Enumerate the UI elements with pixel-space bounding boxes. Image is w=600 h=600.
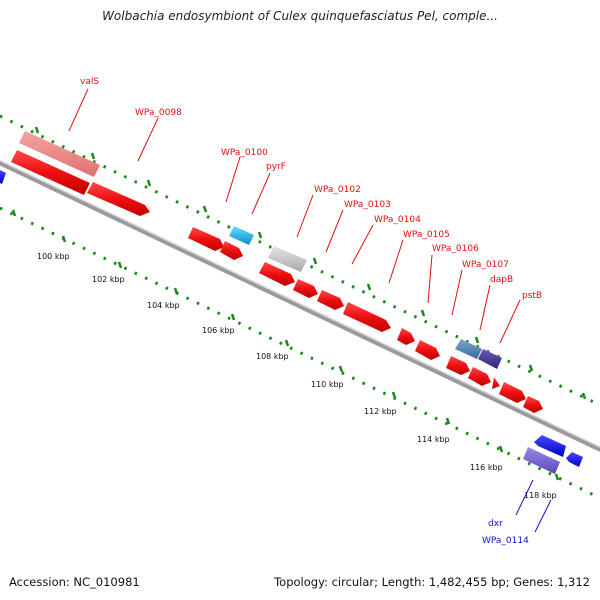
map-title: Wolbachia endosymbiont of Culex quinquef…: [102, 9, 498, 23]
gene-label-wpa-0100[interactable]: WPa_0100: [221, 148, 268, 158]
accession-text: Accession: NC_010981: [9, 575, 140, 589]
gene-label-wpa-0102[interactable]: WPa_0102: [314, 185, 361, 195]
gene-labels: valS WPa_0098 WPa_0100 pyrF WPa_0102 WPa…: [80, 77, 542, 546]
gene-feature-wpa-0098b[interactable]: [87, 182, 150, 216]
gene-label-dapb[interactable]: dapB: [490, 275, 513, 285]
scale-label: 118 kbp: [524, 491, 557, 500]
gene-feature-dapb[interactable]: [415, 340, 440, 360]
gene-label-wpa-0105[interactable]: WPa_0105: [403, 230, 450, 240]
gene-feature-wpa-0114[interactable]: [523, 447, 560, 474]
gene-feature-reverse[interactable]: [0, 170, 6, 184]
gene-label-dxr[interactable]: dxr: [488, 519, 503, 529]
scale-label: 106 kbp: [202, 326, 235, 335]
gene-feature-dxr-b[interactable]: [566, 452, 583, 467]
scale-label: 114 kbp: [417, 435, 450, 444]
gene-label-pstb[interactable]: pstB: [522, 291, 542, 301]
gene-feature-wpa-0103[interactable]: [259, 262, 295, 286]
gene-features: [0, 131, 583, 474]
topology-text: Topology: circular; Length: 1,482,455 bp…: [274, 575, 590, 589]
gene-feature-wpa-0100b[interactable]: [220, 241, 243, 260]
gene-feature-wpa-0105[interactable]: [317, 290, 344, 310]
gene-feature-red-b[interactable]: [468, 367, 491, 386]
genome-backbone-highlight: [0, 160, 600, 448]
scale-label: 102 kbp: [92, 275, 125, 284]
gene-feature-pstb[interactable]: [455, 339, 482, 359]
outer-dotted-track: [0, 114, 600, 407]
scale-ticks: [11, 209, 560, 481]
gene-feature-vals[interactable]: [19, 131, 100, 177]
gene-feature-wpa-0102[interactable]: [268, 246, 307, 272]
scale-labels: 100 kbp 102 kbp 104 kbp 106 kbp 108 kbp …: [37, 252, 557, 500]
gene-feature-wpa-0098[interactable]: [11, 150, 90, 195]
gene-feature-red-e[interactable]: [523, 396, 543, 413]
gene-feature-wpa-0107[interactable]: [397, 328, 415, 345]
inner-dotted-track: [0, 206, 600, 500]
outer-track-ticks: [34, 126, 587, 400]
genome-backbone: [0, 159, 600, 453]
gene-label-vals[interactable]: valS: [80, 77, 99, 87]
label-leaders: [68, 88, 552, 533]
gene-feature-wpa-0104[interactable]: [293, 279, 318, 298]
scale-label: 110 kbp: [311, 380, 344, 389]
gene-feature-red-a[interactable]: [446, 356, 470, 375]
gene-label-wpa-0106[interactable]: WPa_0106: [432, 244, 479, 254]
scale-label: 104 kbp: [147, 301, 180, 310]
gene-label-wpa-0098[interactable]: WPa_0098: [135, 108, 182, 118]
gene-label-wpa-0114[interactable]: WPa_0114: [482, 536, 529, 546]
gene-label-wpa-0104[interactable]: WPa_0104: [374, 215, 421, 225]
scale-label: 112 kbp: [364, 407, 397, 416]
gene-label-wpa-0103[interactable]: WPa_0103: [344, 200, 391, 210]
gene-feature-red-c[interactable]: [492, 377, 500, 389]
scale-label: 100 kbp: [37, 252, 70, 261]
gene-feature-red-d[interactable]: [499, 382, 526, 403]
gene-feature-wpa-0106[interactable]: [343, 302, 391, 332]
gene-label-wpa-0107[interactable]: WPa_0107: [462, 260, 509, 270]
gene-feature-pstb-partner[interactable]: [478, 349, 502, 369]
scale-label: 108 kbp: [256, 352, 289, 361]
gene-feature-wpa-0100[interactable]: [188, 227, 224, 251]
scale-label: 116 kbp: [470, 463, 503, 472]
gene-feature-dxr[interactable]: [534, 435, 566, 457]
gene-label-pyrf[interactable]: pyrF: [266, 162, 286, 172]
gene-feature-pyrf[interactable]: [229, 226, 254, 245]
